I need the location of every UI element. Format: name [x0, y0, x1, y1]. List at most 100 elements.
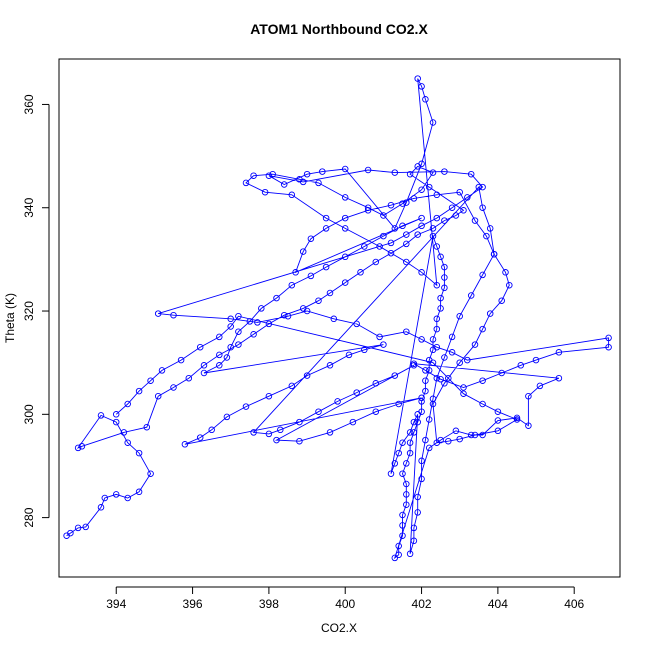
data-point: [479, 400, 486, 408]
data-point: [433, 374, 441, 382]
data-point: [67, 529, 74, 537]
data-point: [399, 222, 406, 230]
data-point: [280, 311, 288, 319]
data-point: [494, 417, 502, 424]
data-point: [200, 362, 208, 369]
data-point: [170, 384, 177, 391]
data-point: [364, 166, 372, 174]
data-point: [441, 284, 448, 292]
data-point: [433, 214, 441, 222]
data-point: [307, 235, 315, 242]
data-point: [254, 319, 261, 326]
data-point: [330, 315, 338, 323]
data-point: [406, 429, 414, 436]
data-point: [414, 411, 421, 418]
data-point: [395, 449, 402, 457]
data-point: [246, 318, 254, 325]
data-point: [341, 253, 349, 261]
data-point: [414, 493, 421, 501]
data-point: [273, 294, 280, 302]
data-point: [380, 212, 387, 219]
data-point: [429, 400, 437, 408]
x-axis-label: CO2.X: [321, 621, 357, 635]
data-point: [445, 437, 452, 445]
data-point: [464, 194, 471, 201]
data-point: [341, 165, 349, 173]
data-point: [422, 377, 429, 384]
data-point: [467, 292, 475, 299]
y-tick-label: 280: [22, 507, 36, 527]
data-point: [494, 427, 502, 435]
data-point: [315, 408, 322, 415]
data-point: [425, 183, 433, 191]
data-point: [422, 367, 429, 374]
x-tick-label: 400: [335, 597, 355, 611]
data-point: [208, 426, 215, 434]
data-point: [273, 436, 280, 444]
data-point: [460, 207, 467, 214]
data-point: [513, 416, 521, 423]
data-point: [406, 170, 414, 178]
data-point: [425, 416, 433, 423]
data-point: [406, 449, 414, 457]
data-point: [494, 408, 502, 415]
data-point: [112, 418, 120, 426]
data-point: [158, 367, 166, 374]
y-tick-label: 340: [22, 197, 36, 217]
data-point: [441, 354, 448, 361]
data-point: [322, 263, 330, 271]
data-point: [418, 457, 425, 465]
data-point: [441, 274, 448, 281]
data-point: [288, 191, 296, 199]
data-point: [429, 346, 437, 354]
data-point: [235, 341, 242, 348]
data-point: [101, 494, 109, 502]
data-point: [479, 204, 486, 211]
data-point: [418, 398, 425, 405]
data-point: [315, 179, 322, 187]
data-point: [315, 297, 322, 304]
data-point: [441, 217, 448, 224]
data-point: [216, 333, 223, 341]
data-point: [143, 423, 151, 431]
data-layer: [63, 75, 612, 562]
data-point: [124, 400, 131, 408]
data-point: [227, 343, 234, 351]
data-point: [418, 160, 425, 168]
data-point: [475, 183, 483, 191]
y-tick-label: 360: [22, 94, 36, 114]
data-point: [376, 333, 383, 341]
data-point: [391, 225, 399, 232]
data-point: [223, 413, 231, 421]
data-point: [322, 214, 330, 222]
data-point: [479, 431, 486, 439]
data-point: [425, 367, 433, 374]
data-point: [441, 380, 448, 387]
data-point: [403, 480, 410, 488]
data-point: [399, 532, 406, 539]
data-point: [410, 537, 418, 545]
data-point: [605, 343, 612, 351]
data-point: [299, 178, 307, 186]
data-point: [387, 249, 395, 257]
data-point: [135, 488, 143, 496]
data-point: [403, 491, 410, 498]
data-point: [429, 232, 437, 240]
data-point: [403, 240, 410, 248]
data-point: [372, 258, 380, 266]
data-point: [403, 258, 410, 266]
data-point: [422, 96, 429, 103]
data-point: [307, 272, 315, 280]
data-point: [410, 362, 418, 369]
series-line: [66, 78, 610, 560]
data-point: [353, 320, 360, 328]
data-point: [448, 349, 456, 356]
data-point: [410, 418, 418, 426]
data-point: [433, 281, 441, 289]
data-point: [414, 509, 421, 516]
data-point: [258, 305, 265, 312]
data-point: [196, 343, 204, 351]
data-point: [296, 418, 303, 426]
data-point: [605, 334, 612, 342]
